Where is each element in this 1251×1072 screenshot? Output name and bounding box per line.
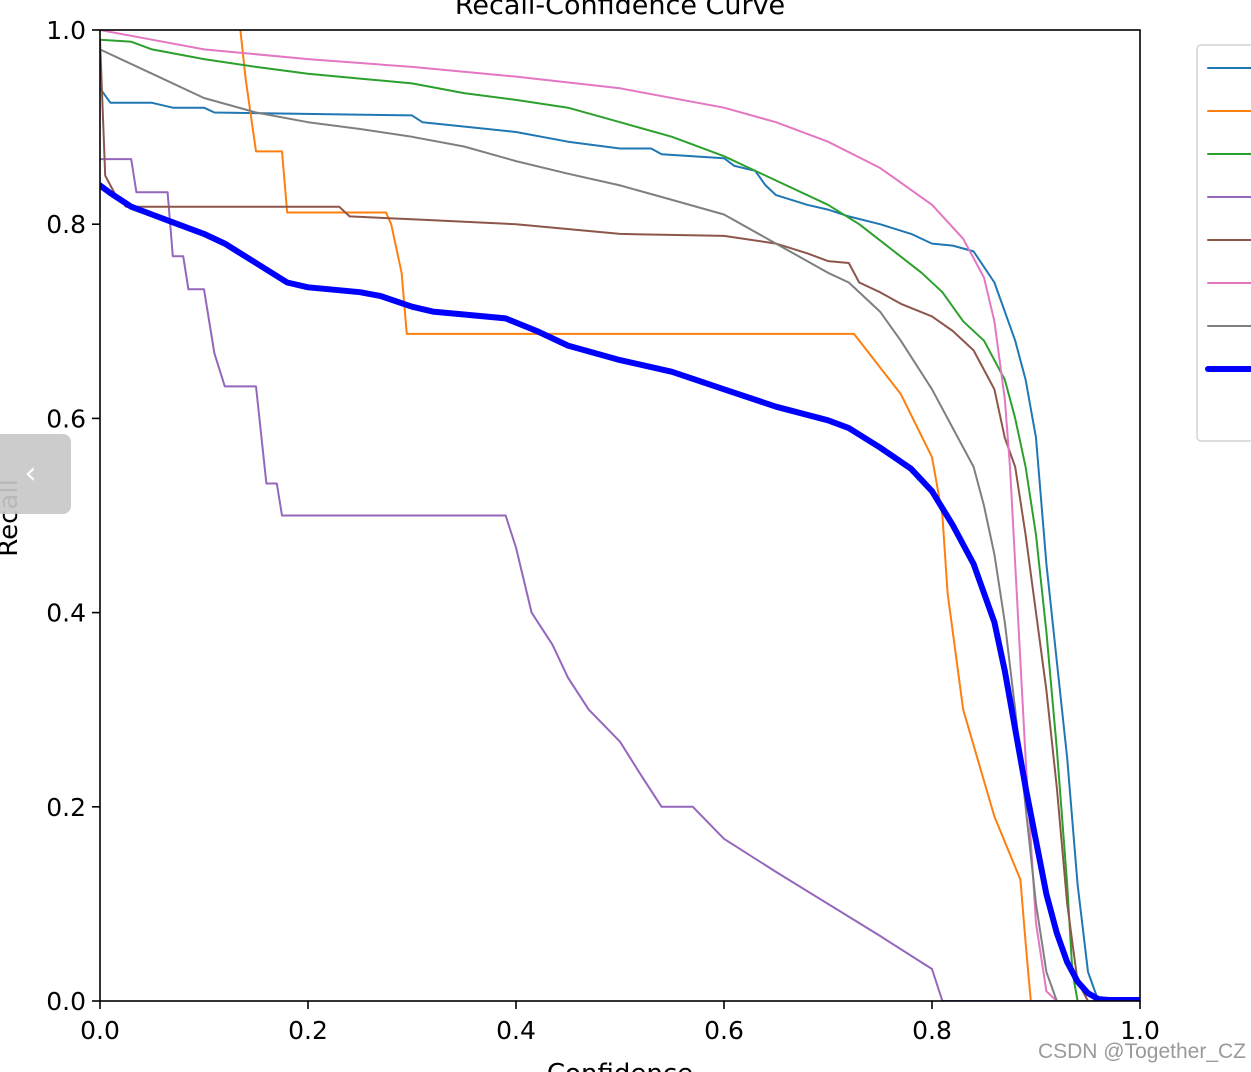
- x-tick-label: 0.0: [80, 1016, 120, 1045]
- x-tick-label: 0.6: [704, 1016, 744, 1045]
- legend-box: [1196, 44, 1251, 442]
- series-line-2: [239, 30, 1140, 1001]
- legend-frame: [1196, 44, 1251, 442]
- series-line-8: [100, 182, 1140, 1001]
- y-tick-label: 0.2: [46, 793, 86, 822]
- series-line-6: [100, 30, 1140, 1001]
- series-line-7: [100, 48, 1140, 1001]
- series-line-1: [100, 87, 1140, 1001]
- y-axis-ticks: 0.0 0.2 0.4 0.6 0.8 1.0: [46, 16, 100, 1016]
- series-line-5: [100, 38, 1140, 1001]
- y-tick-label: 0.8: [46, 210, 86, 239]
- x-tick-label: 0.2: [288, 1016, 328, 1045]
- x-tick-label: 0.8: [912, 1016, 952, 1045]
- series-line-3: [100, 38, 1140, 1001]
- chevron-left-icon: ‹: [24, 456, 37, 491]
- y-tick-label: 0.4: [46, 599, 86, 628]
- y-tick-label: 0.6: [46, 404, 86, 433]
- collapse-panel-button[interactable]: ‹: [0, 434, 71, 514]
- x-axis-label: Confidence: [547, 1059, 693, 1072]
- y-tick-label: 0.0: [46, 987, 86, 1016]
- x-tick-label: 0.4: [496, 1016, 536, 1045]
- x-axis-ticks: 0.0 0.2 0.4 0.6 0.8 1.0: [80, 1001, 1160, 1045]
- legend-entries: [1205, 67, 1251, 372]
- chart-title: Recall-Confidence Curve: [455, 0, 785, 21]
- plot-frame: [99, 29, 1141, 1002]
- watermark-text: CSDN @Together_CZ: [1038, 1040, 1246, 1063]
- series-line-4: [100, 158, 1140, 1001]
- x-tick-label: 1.0: [1120, 1016, 1160, 1045]
- y-tick-label: 1.0: [46, 16, 86, 45]
- series-layer: [100, 30, 1140, 1001]
